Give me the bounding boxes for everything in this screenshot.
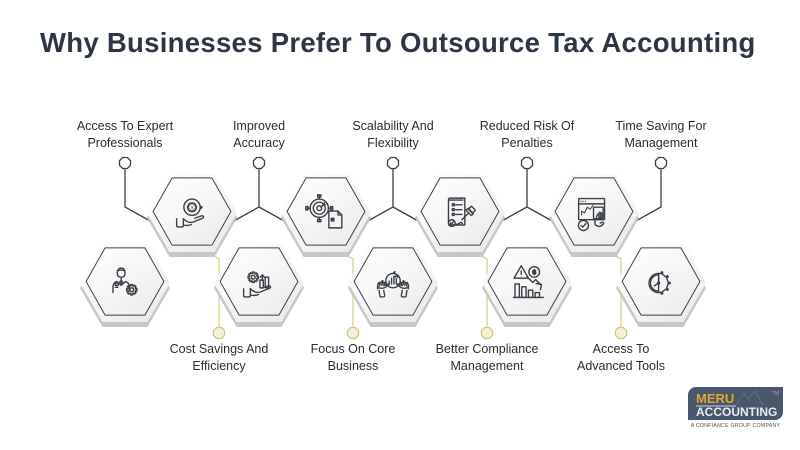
svg-text:MERU: MERU (696, 391, 734, 406)
svg-text:$: $ (191, 206, 193, 210)
svg-text:TM: TM (772, 391, 779, 397)
svg-text:ACCOUNTING: ACCOUNTING (696, 405, 777, 419)
svg-text:$: $ (533, 270, 537, 276)
